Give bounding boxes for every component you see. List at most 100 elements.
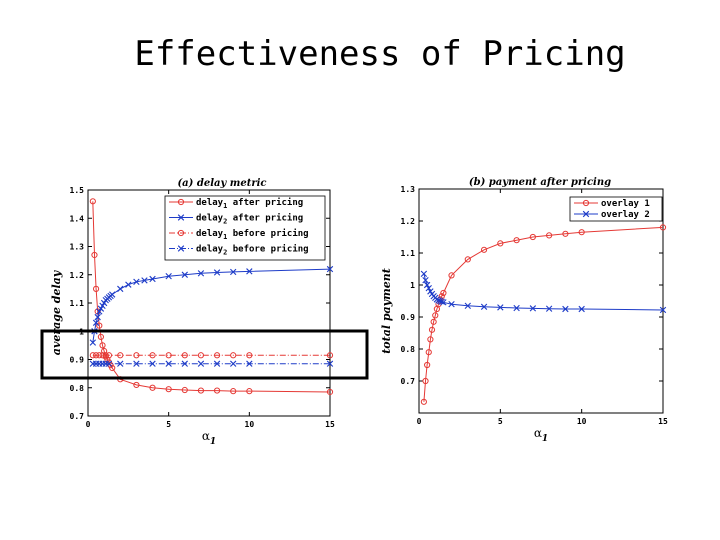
chart-title: (a) delay metric [177,178,266,189]
data-point [89,352,96,359]
data-point [562,305,569,313]
x-axis-label: α1 [534,426,548,444]
data-point [141,277,148,284]
y-axis-label: total payment [380,268,393,354]
data-point [133,278,140,286]
data-point [448,272,455,279]
data-point [117,285,124,293]
data-point [89,198,96,205]
x-tick-label: 5 [166,420,171,429]
series-2 [420,270,667,314]
y-axis-label: average delay [50,269,63,355]
legend-box [569,196,663,222]
data-point [430,318,437,325]
data-point [181,271,188,278]
data-point [94,308,101,315]
data-point [420,270,428,277]
data-point [480,303,488,310]
legend-label: overlay 2 [601,210,650,220]
data-point [246,352,253,359]
x-tick-label: 5 [498,417,503,426]
data-point [213,360,221,367]
data-point [428,326,436,333]
legend-marker [582,199,590,207]
x-axis-label: α1 [202,429,216,447]
data-point [436,297,444,305]
legend-label: delay2 before pricing [196,244,309,257]
series-3 [89,352,334,359]
legend-label: delay1 before pricing [196,228,309,241]
data-point [91,251,98,259]
data-point [546,232,553,239]
chart-title: (b) payment after pricing [469,177,611,188]
legend-marker [582,210,590,218]
series-4 [89,360,334,367]
data-point [105,352,113,359]
y-tick-label: 1.3 [401,185,416,194]
data-point [497,240,504,247]
data-point [432,312,439,319]
data-point [96,352,103,359]
x-tick-label: 15 [325,420,335,429]
data-point [230,268,237,276]
series-line [423,226,664,402]
data-point [181,352,188,359]
series-2 [89,265,334,346]
data-point [197,270,205,277]
data-point [326,360,334,367]
x-tick-label: 15 [658,417,668,426]
data-point [497,304,504,311]
data-point [149,360,156,367]
data-point [425,285,432,292]
data-point [513,304,520,312]
data-point [529,233,536,241]
legend-box [164,195,326,261]
data-point [133,381,140,389]
x-tick-label: 10 [577,417,587,426]
data-point [149,352,156,359]
y-tick-label: 1.2 [401,217,416,226]
legend-marker [177,245,185,252]
y-tick-label: 0.8 [70,384,85,393]
x-tick-label: 0 [86,420,91,429]
data-point [94,313,101,321]
data-point [99,352,106,359]
data-point [230,388,237,395]
data-point [659,224,667,231]
data-point [440,289,447,297]
data-point [165,352,172,359]
data-point [181,386,188,394]
data-point [213,352,221,359]
data-point [246,388,253,395]
y-tick-label: 0.8 [401,345,416,354]
chart-panel-a: (a) delay metric0.70.80.911.11.21.31.41.… [50,178,335,447]
data-point [448,301,455,308]
legend-label: delay2 after pricing [196,213,303,226]
data-point [578,229,585,236]
y-tick-label: 1.1 [70,299,85,308]
data-point [92,319,100,326]
data-point [197,387,205,394]
highlight-box [40,329,369,380]
data-point [97,333,105,340]
data-point [197,360,205,367]
data-point [480,246,488,253]
data-point [181,360,188,367]
plot-area [418,188,664,414]
data-point [545,305,553,312]
y-tick-label: 0.9 [70,356,85,365]
x-tick-label: 10 [245,420,255,429]
y-tick-label: 1.5 [70,186,85,195]
y-tick-label: 1.3 [70,243,85,252]
data-point [529,305,537,312]
data-point [427,336,434,343]
data-point [423,281,431,289]
data-point [326,388,334,396]
data-point [149,384,156,391]
data-point [99,342,106,349]
series-1 [420,224,667,405]
data-point [438,298,445,305]
data-point [464,302,471,309]
